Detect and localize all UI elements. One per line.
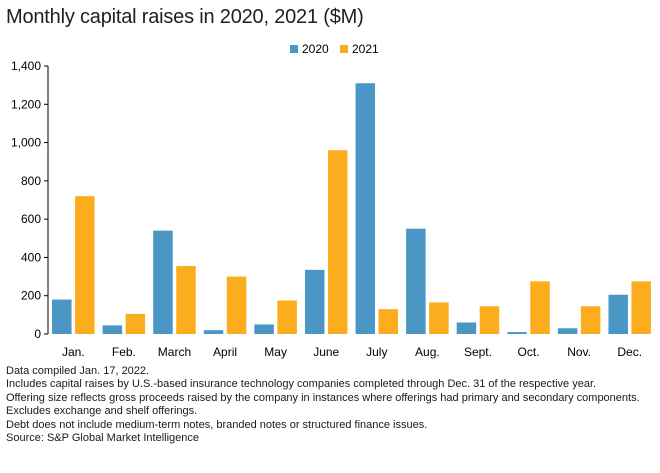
bar-2021-sept bbox=[479, 306, 500, 334]
y-tick-label: 600 bbox=[21, 212, 41, 226]
chart-notes: Data compiled Jan. 17, 2022. Includes ca… bbox=[6, 365, 656, 445]
bar-2020-oct bbox=[507, 332, 527, 334]
y-tick-label: 0 bbox=[34, 327, 41, 341]
legend-label-2021: 2021 bbox=[352, 42, 379, 56]
bar-2020-april bbox=[203, 330, 224, 334]
note-includes: Includes capital raises by U.S.-based in… bbox=[6, 378, 597, 391]
legend-swatch-2020 bbox=[290, 45, 298, 53]
bar-2021-july bbox=[378, 309, 399, 334]
y-tick-label: 1,200 bbox=[11, 97, 41, 111]
bar-2020-sept bbox=[456, 322, 477, 334]
bar-2021-march bbox=[176, 266, 196, 334]
bar-2020-july bbox=[355, 83, 376, 334]
note-data-compiled: Data compiled Jan. 17, 2022. bbox=[6, 365, 150, 377]
bar-2020-feb bbox=[102, 325, 123, 334]
x-tick-label: Oct. bbox=[518, 345, 540, 359]
x-tick-label: Feb. bbox=[112, 345, 136, 359]
bar-2021-jan bbox=[75, 196, 95, 334]
bar-2021-aug bbox=[429, 302, 449, 334]
note-source: Source: S&P Global Market Intelligence bbox=[6, 432, 200, 445]
bar-2020-nov bbox=[557, 328, 578, 334]
x-tick-label: May bbox=[264, 345, 287, 359]
x-tick-label: Jan. bbox=[62, 345, 85, 359]
bar-2021-april bbox=[226, 276, 247, 334]
x-tick-label: Nov. bbox=[567, 345, 591, 359]
bar-chart: 2020 2021 0 200 400 600 800 1,000 1,200 1,400 Jan.… bbox=[11, 42, 651, 359]
legend-swatch-2021 bbox=[340, 45, 348, 53]
bar-2020-jan bbox=[52, 299, 72, 334]
bar-2021-dec bbox=[631, 281, 651, 334]
note-debt: Debt does not include medium-term notes,… bbox=[6, 418, 428, 431]
x-tick-label: Sept. bbox=[464, 345, 492, 359]
bar-2021-june bbox=[327, 150, 348, 334]
x-tick-label: April bbox=[213, 345, 237, 359]
bar-2020-march bbox=[153, 230, 173, 334]
bar-2020-june bbox=[304, 269, 325, 334]
y-tick-label: 1,000 bbox=[11, 136, 41, 150]
bar-2021-nov bbox=[580, 306, 601, 334]
x-tick-label: July bbox=[366, 345, 387, 359]
x-tick-label: March bbox=[158, 345, 191, 359]
chart-title: Monthly capital raises in 2020, 2021 ($M… bbox=[6, 6, 364, 28]
y-tick-label: 400 bbox=[21, 250, 41, 264]
y-tick-label: 800 bbox=[21, 174, 41, 188]
x-tick-label: Dec. bbox=[617, 345, 642, 359]
x-tick-label: Aug. bbox=[415, 345, 440, 359]
note-excludes: Excludes exchange and shelf offerings. bbox=[6, 405, 198, 418]
bar-2020-aug bbox=[406, 228, 426, 334]
bar-2021-oct bbox=[530, 281, 550, 334]
bar-2021-may bbox=[277, 300, 297, 334]
note-offering-size: Offering size reflects gross proceeds ra… bbox=[6, 391, 640, 404]
bar-2021-feb bbox=[125, 313, 146, 334]
bar-2020-dec bbox=[608, 294, 628, 334]
y-tick-label: 200 bbox=[21, 289, 41, 303]
legend-label-2020: 2020 bbox=[302, 42, 329, 56]
bar-2020-may bbox=[254, 324, 274, 334]
x-tick-label: June bbox=[313, 345, 339, 359]
y-tick-label: 1,400 bbox=[11, 59, 41, 73]
